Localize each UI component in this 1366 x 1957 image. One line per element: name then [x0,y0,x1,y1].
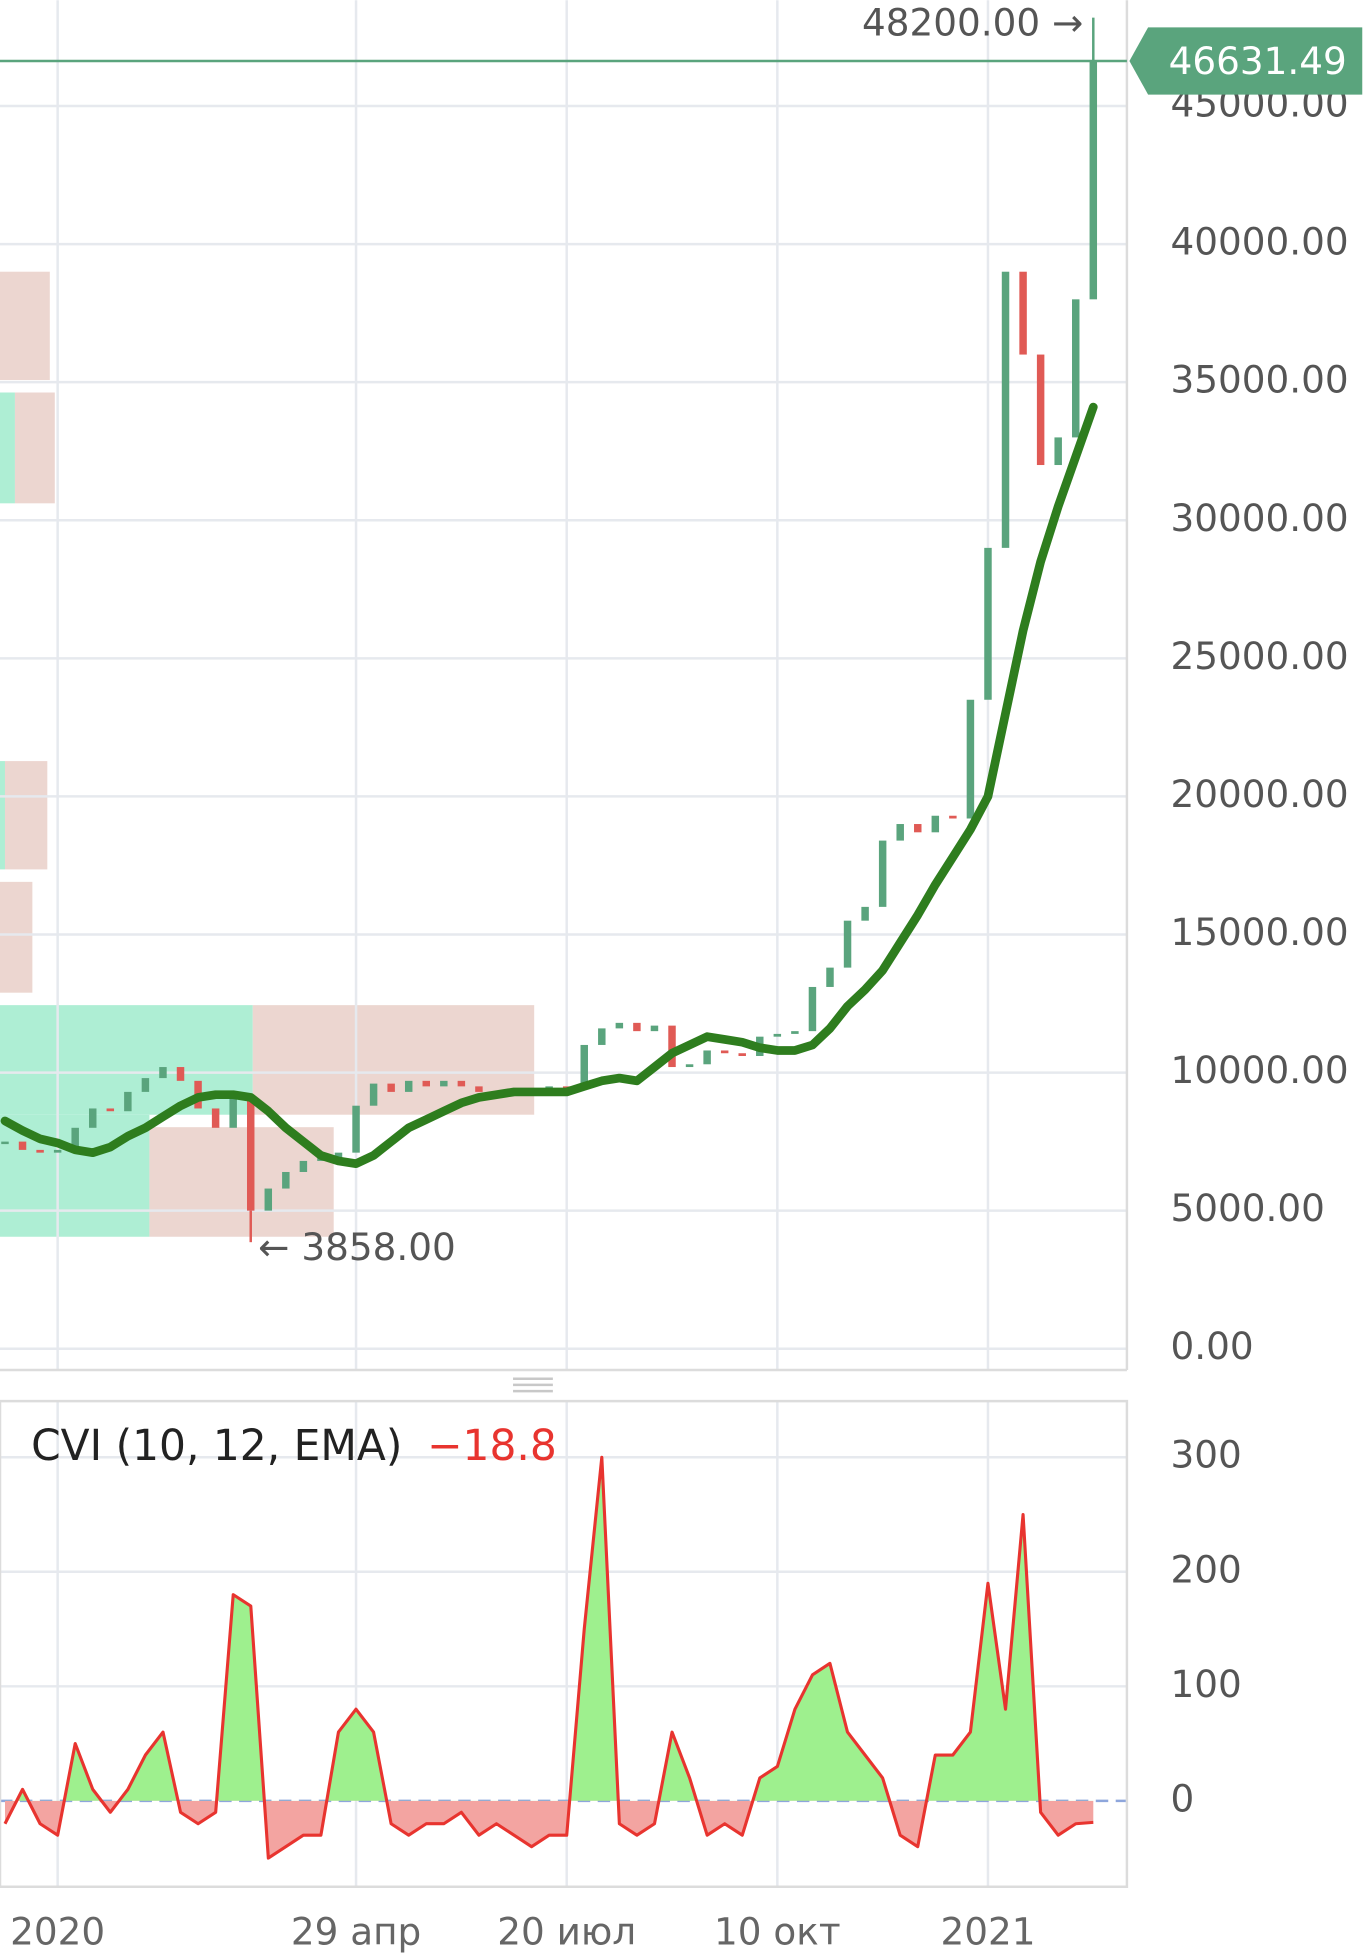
candle [703,1050,711,1065]
y-tick-label: 20000.00 [1171,772,1349,816]
panel-border [0,1399,1129,1888]
y-tick-label: 300 [1171,1433,1242,1477]
candle [229,1097,237,1128]
indicator-value: −18.8 [427,1421,557,1470]
volume-profile [0,271,535,1237]
ema-line [0,402,1098,1169]
candle [71,1127,79,1150]
grid [0,0,1127,1887]
y-tick-label: 0.00 [1171,1324,1254,1368]
candle [369,1083,378,1106]
candle [106,1108,115,1112]
x-tick-label: 2020 [10,1910,105,1953]
candle [773,1033,782,1037]
x-tick-label: 10 окт [714,1910,841,1953]
candle [966,699,975,819]
area-below [4,1800,1094,1859]
candle [282,1171,290,1189]
candle [176,1067,185,1081]
resize-handle[interactable] [513,1377,553,1393]
profile-box [14,392,55,504]
cvi-line [3,1455,1094,1860]
candle [352,1105,360,1153]
y-tick-label: 0 [1171,1776,1195,1820]
candle [650,1025,659,1032]
profile-box [0,881,33,993]
y-tick-label: 35000.00 [1171,358,1349,402]
candle [685,1064,694,1068]
candle [1072,299,1080,438]
candle [53,1149,62,1153]
y-tick-label: 200 [1171,1547,1242,1591]
y-tick-label: 40000.00 [1171,220,1349,264]
candle [843,920,852,968]
profile-box [0,271,50,381]
candle [475,1086,483,1092]
candle [334,1152,343,1159]
candle [1089,60,1098,300]
candle [1054,437,1062,466]
candle [387,1083,395,1092]
candle [598,1028,606,1045]
candle [826,967,834,987]
annotation: ← 3858.00 [258,1225,456,1269]
candle [615,1022,624,1029]
profile-box [0,761,5,870]
candle [633,1022,641,1032]
candle [264,1188,273,1211]
annotation: 48200.00 → [862,1,1083,45]
profile-box [4,761,48,870]
marks [0,17,1127,1860]
candle [36,1149,44,1153]
x-tick-label: 2021 [940,1910,1035,1953]
candle [914,824,922,833]
area-above [4,1457,1094,1801]
x-tick-label: 20 июл [497,1910,636,1953]
candle [1019,271,1027,355]
y-tick-label: 100 [1171,1662,1242,1706]
candle [896,824,904,841]
candle [89,1108,97,1128]
candle [404,1080,413,1092]
candle [422,1080,431,1087]
candle [159,1067,167,1079]
indicator-title: CVI (10, 12, EMA) [31,1421,402,1470]
candle [949,815,957,819]
candle [457,1080,466,1087]
candle [1,1141,9,1145]
candle [808,986,817,1032]
y-tick-label: 10000.00 [1171,1048,1349,1092]
candle [720,1050,729,1054]
candle [878,840,887,907]
candle [299,1160,308,1172]
profile-box [0,392,15,504]
price-label: 46631.49 [1169,39,1347,83]
candle [738,1053,746,1056]
candle [1001,271,1010,548]
candle [440,1080,448,1087]
y-tick-label: 30000.00 [1171,496,1349,540]
x-tick-label: 29 апр [291,1910,421,1953]
candle [668,1025,676,1068]
y-tick-label: 5000.00 [1171,1186,1325,1230]
price-label-box [1129,27,1363,95]
candle [791,1031,799,1034]
candle [124,1091,132,1112]
candle [141,1078,150,1092]
y-tick-label: 25000.00 [1171,634,1349,678]
candle [18,1141,27,1150]
candle [1036,354,1045,466]
candle [861,906,869,921]
candle [931,815,940,833]
y-tick-label: 15000.00 [1171,910,1349,954]
candle [984,547,992,700]
candle [246,1097,255,1211]
candle [580,1044,588,1090]
candle [211,1108,220,1128]
